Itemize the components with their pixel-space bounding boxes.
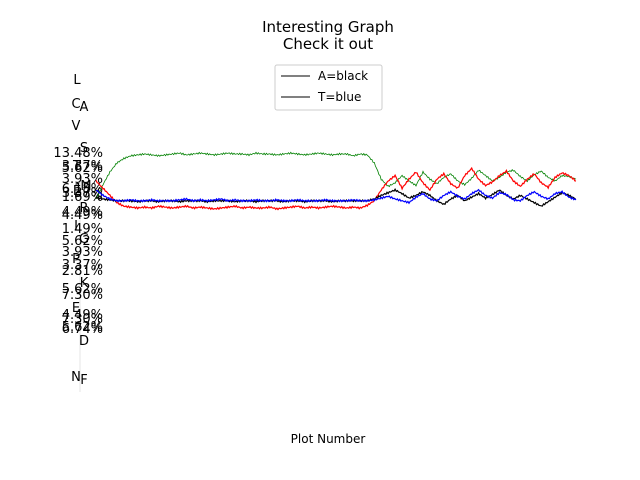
side-letter: K [80,276,89,291]
side-letter: G [79,232,89,247]
x-axis-label: Plot Number [291,432,366,446]
side-letter: F [80,373,87,388]
side-percent-label: 13.48% [53,146,103,161]
side-percent-label: 5.62% [62,282,103,297]
side-percent-label: 5.62% [62,161,103,176]
side-letter: S [80,141,88,156]
side-letter: C [71,97,80,112]
side-percent-labels: 13.48%3.37%5.62%3.93%6.18%3.37%1.69%4.49… [53,146,103,337]
side-letter: L [73,73,81,88]
series-line-3 [96,188,577,205]
side-percent-label: 3.37% [62,186,103,201]
side-letter: P [72,252,80,267]
side-percent-label: 2.81% [62,264,103,279]
side-percent-label: 6.18% [62,182,103,197]
side-percent-label: 7.30% [62,288,103,303]
side-percent-label: 4.49% [62,308,103,323]
side-percent-label: 4.49% [62,208,103,223]
side-letter: M [80,179,91,194]
side-percent-label: 3.37% [62,159,103,174]
side-percent-label: 7.30% [62,312,103,327]
side-letter: V [72,119,81,134]
side-percent-label: 5.62% [62,234,103,249]
legend: A=black T=blue [274,64,383,111]
series-lines [95,151,577,211]
side-percent-label: 6.74% [62,322,103,337]
side-percent-label: 1.69% [62,190,103,205]
side-percent-label: 4.49% [62,205,103,220]
side-percent-label: 1.49% [62,222,103,237]
series-line-2 [95,187,577,207]
side-letter: R [79,201,88,216]
side-percent-label: 3.93% [62,172,103,187]
side-letter: E [73,184,81,199]
side-percent-label: 3.37% [62,258,103,273]
legend-label-1: T=blue [317,90,361,104]
side-percent-label: 3.93% [62,245,103,260]
series-line-0 [95,151,577,200]
legend-label-0: A=black [318,69,368,83]
side-letter: N [71,370,81,385]
side-letter: T [72,159,81,174]
side-letter: A [80,100,89,115]
series-line-1 [95,166,577,211]
chart-title: Interesting Graph [262,18,394,36]
side-letter: E [72,301,80,316]
chart-subtitle: Check it out [283,35,373,53]
side-letter: I [74,219,78,234]
side-letter: D [79,334,89,349]
side-percent-label: 5.62% [62,320,103,335]
